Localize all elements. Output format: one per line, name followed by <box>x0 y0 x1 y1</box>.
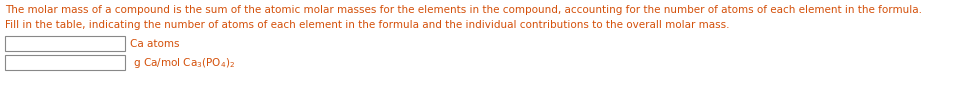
Text: g Ca/mol Ca$_3$(PO$_4$)$_2$: g Ca/mol Ca$_3$(PO$_4$)$_2$ <box>130 56 235 70</box>
Text: The molar mass of a compound is the sum of the atomic molar masses for the eleme: The molar mass of a compound is the sum … <box>5 5 922 15</box>
Text: Ca atoms: Ca atoms <box>130 39 180 49</box>
Text: Fill in the table, indicating the number of atoms of each element in the formula: Fill in the table, indicating the number… <box>5 20 729 30</box>
Bar <box>5 55 125 70</box>
Bar <box>5 36 125 51</box>
